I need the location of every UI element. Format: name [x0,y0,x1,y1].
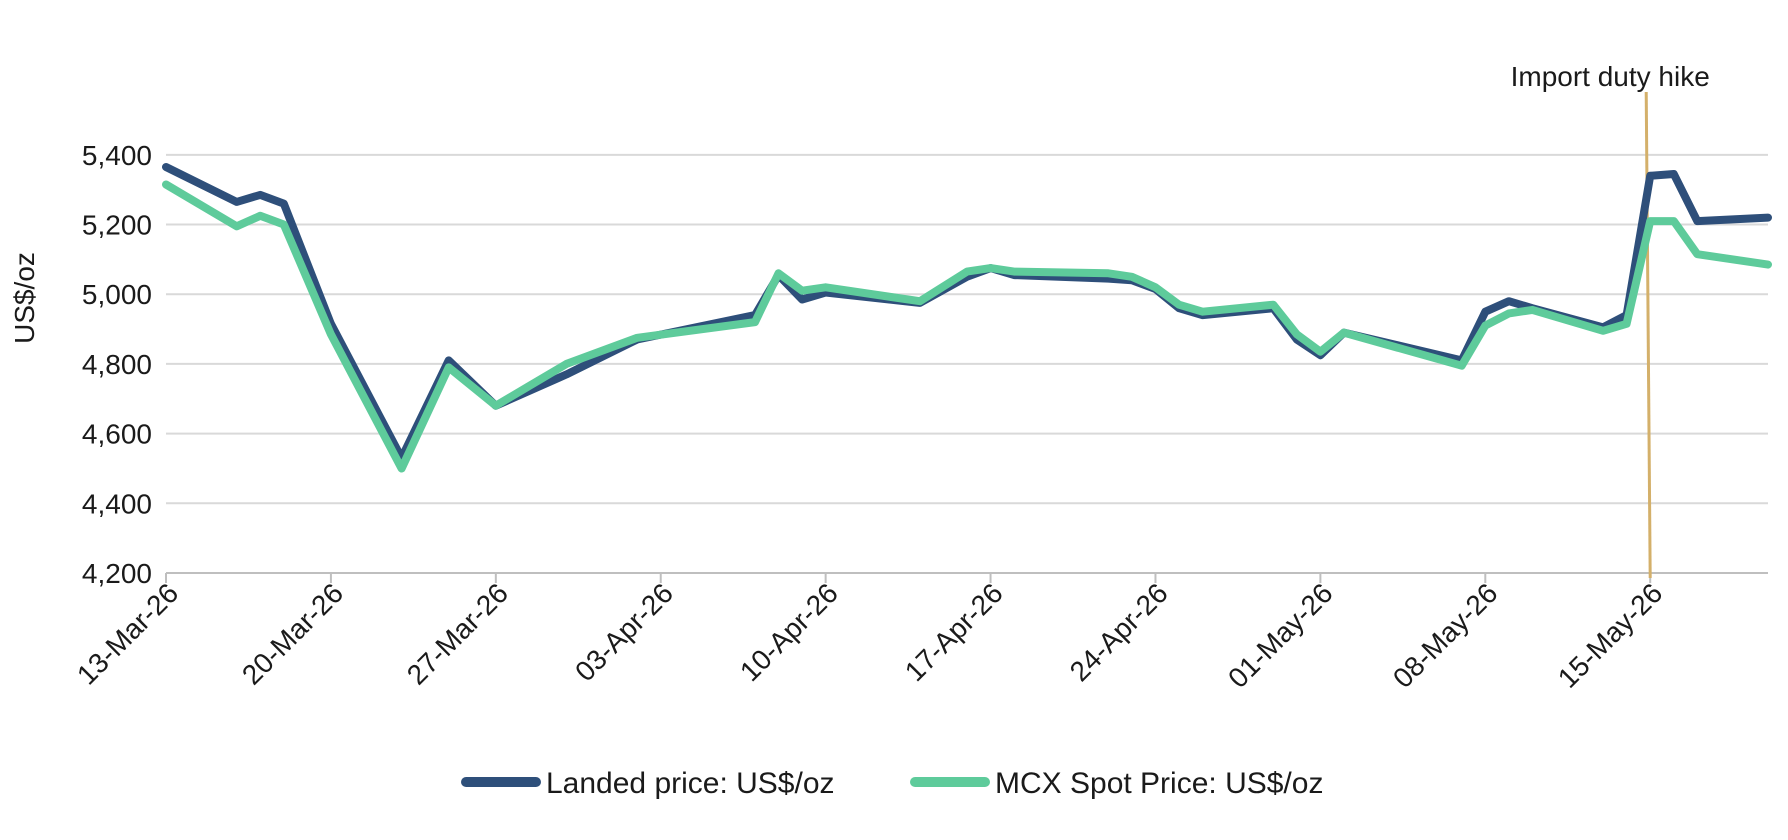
x-tick-label: 03-Apr-26 [569,577,679,687]
gridlines [166,153,1768,574]
y-tick-label: 5,400 [82,140,152,171]
legend: Landed price: US$/oz MCX Spot Price: US$/… [461,767,1323,800]
annotations: Import duty hike [1511,61,1710,579]
x-tick-label: 10-Apr-26 [734,577,844,687]
series-lines [162,163,1772,473]
y-tick-label: 4,600 [82,419,152,450]
annotation-label: Import duty hike [1511,61,1710,92]
legend-label: Landed price: US$/oz [546,767,835,800]
x-tick-label: 17-Apr-26 [899,577,1009,687]
x-tick-label: 08-May-26 [1387,577,1504,694]
x-tick-label: 13-Mar-26 [71,577,184,690]
y-tick-label: 5,200 [82,210,152,241]
y-tick-label: 4,800 [82,349,152,380]
y-axis-title: US$/oz [9,252,40,344]
x-tick-label: 27-Mar-26 [401,577,514,690]
x-tick-label: 01-May-26 [1222,577,1339,694]
x-tick-label: 24-Apr-26 [1064,577,1174,687]
y-tick-label: 4,400 [82,488,152,519]
x-tick-label: 20-Mar-26 [236,577,349,690]
y-tick-label: 4,200 [82,558,152,589]
import-duty-marker-line [1644,91,1652,579]
x-tick-label: 15-May-26 [1552,577,1669,694]
series-line-mcx-spot-price [162,180,1772,473]
y-tick-label: 5,000 [82,279,152,310]
axes: 4,200 4,400 4,600 4,800 5,000 5,200 5,400 13-Ma… [71,140,1768,694]
legend-label: MCX Spot Price: US$/oz [995,767,1323,800]
